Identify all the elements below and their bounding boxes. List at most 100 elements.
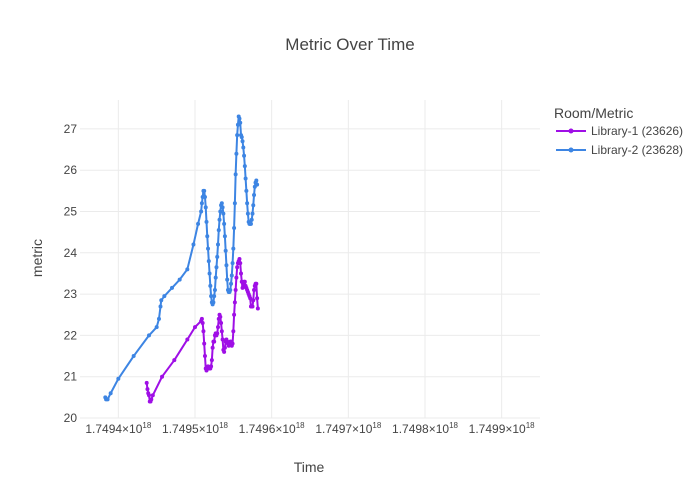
data-point (108, 391, 113, 396)
y-tick-label: 27 (64, 122, 78, 136)
data-point (239, 271, 243, 276)
data-point (208, 283, 213, 288)
data-point (231, 329, 236, 334)
data-point (255, 296, 260, 301)
data-point (215, 254, 220, 259)
legend-swatch-marker (568, 128, 574, 134)
data-point (218, 314, 223, 319)
data-point (206, 246, 211, 251)
gridlines (80, 100, 540, 419)
data-point (210, 345, 215, 350)
data-point (203, 205, 208, 210)
y-axis: 20 21 22 23 24 25 26 27 (64, 122, 78, 425)
legend-label: Library-2 (23628) (591, 143, 683, 157)
data-point (251, 203, 256, 208)
data-point (204, 219, 209, 224)
series-1 (144, 257, 260, 404)
legend-title: Room/Metric (554, 105, 633, 121)
data-point (212, 287, 217, 292)
data-point (202, 341, 207, 346)
data-point (156, 316, 161, 321)
data-point (230, 341, 235, 346)
data-point (229, 281, 234, 286)
data-point (209, 364, 214, 369)
y-tick-label: 26 (64, 163, 78, 177)
data-point (234, 275, 239, 280)
data-point (217, 217, 222, 222)
data-point (193, 325, 197, 330)
data-point (252, 287, 257, 292)
data-point (233, 172, 238, 177)
data-point (249, 217, 254, 222)
data-point (250, 211, 255, 216)
plot-area (103, 114, 260, 404)
data-point (242, 153, 247, 158)
data-point (238, 261, 243, 266)
data-point (199, 316, 204, 321)
data-point (240, 139, 245, 144)
data-point (222, 345, 227, 350)
legend-item[interactable]: Library-1 (23626) (556, 124, 683, 138)
y-axis-title: metric (29, 239, 45, 277)
data-point (149, 397, 154, 402)
data-point (212, 294, 217, 299)
data-point (222, 221, 227, 226)
data-point (241, 145, 246, 150)
legend-swatch-marker (568, 147, 574, 153)
data-point (248, 221, 253, 226)
data-point (185, 267, 190, 272)
data-point (235, 133, 240, 138)
data-point (237, 116, 242, 121)
data-point (147, 393, 151, 398)
data-point (219, 321, 224, 326)
data-point (248, 296, 253, 301)
y-tick-label: 20 (64, 411, 78, 425)
data-point (232, 300, 237, 305)
data-point (202, 195, 207, 200)
y-tick-label: 25 (64, 205, 78, 219)
data-point (213, 275, 218, 280)
data-point (221, 211, 226, 216)
data-point (225, 277, 230, 282)
data-point (116, 376, 121, 381)
data-point (235, 265, 240, 270)
data-point (131, 354, 136, 359)
data-point (214, 265, 219, 270)
x-tick-label: 1.7499×1018 (469, 421, 536, 436)
y-tick-label: 21 (64, 370, 78, 384)
data-point (201, 329, 206, 334)
data-point (220, 205, 225, 210)
data-point (216, 228, 221, 233)
data-point (228, 287, 233, 292)
x-tick-label: 1.7496×1018 (239, 421, 306, 436)
y-tick-label: 23 (64, 287, 78, 301)
data-point (158, 304, 163, 309)
legend: Room/Metric Library-1 (23626) Library-2 (… (554, 105, 683, 157)
data-point (191, 242, 196, 247)
x-axis: 1.7494×1018 1.7495×1018 1.7496×1018 1.7497×… (85, 421, 535, 436)
data-point (222, 234, 227, 239)
data-point (145, 387, 150, 392)
data-point (211, 300, 216, 305)
data-point (215, 331, 220, 336)
legend-label: Library-1 (23626) (591, 124, 683, 138)
data-point (232, 312, 237, 317)
y-tick-label: 22 (64, 328, 78, 342)
data-point (216, 242, 220, 247)
data-point (255, 182, 260, 187)
data-point (224, 263, 229, 268)
data-point (222, 349, 227, 354)
data-point (237, 257, 242, 261)
data-point (238, 120, 243, 125)
data-point (245, 201, 250, 206)
data-point (162, 294, 167, 299)
data-point (205, 234, 210, 239)
data-point (239, 135, 244, 140)
x-tick-label: 1.7498×1018 (392, 421, 459, 436)
data-point (234, 151, 239, 156)
legend-item[interactable]: Library-2 (23628) (556, 143, 683, 157)
x-tick-label: 1.7495×1018 (162, 421, 229, 436)
data-point (251, 298, 256, 303)
